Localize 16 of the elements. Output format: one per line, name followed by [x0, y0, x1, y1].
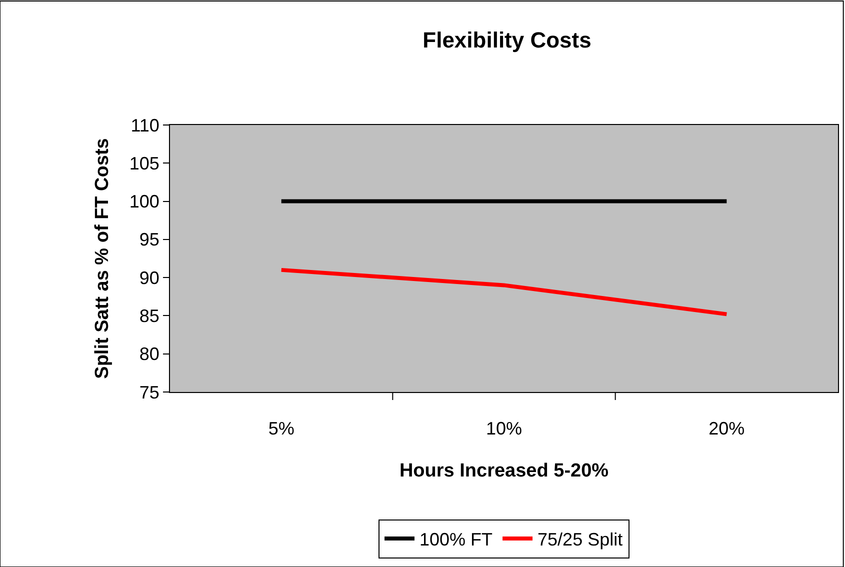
y-tick-label: 80: [139, 344, 160, 364]
chart-title: Flexibility Costs: [422, 27, 592, 52]
x-tick-label: 20%: [708, 418, 745, 439]
y-tick-label: 95: [139, 230, 160, 250]
y-axis-title: Split Satt as % of FT Costs: [92, 138, 114, 379]
x-tick-label: 5%: [268, 418, 294, 439]
y-tick-label: 75: [139, 382, 160, 402]
y-tick-label: 85: [139, 306, 160, 326]
legend-label: 75/25 Split: [538, 530, 623, 550]
y-tick-label: 105: [129, 153, 160, 174]
x-tick-label: 10%: [486, 418, 522, 439]
y-tick-label: 110: [130, 115, 160, 136]
x-axis-title: Hours Increased 5-20%: [399, 460, 609, 482]
y-tick-label: 100: [129, 192, 160, 212]
y-tick-label: 90: [139, 268, 160, 288]
legend-label: 100% FT: [420, 530, 493, 550]
